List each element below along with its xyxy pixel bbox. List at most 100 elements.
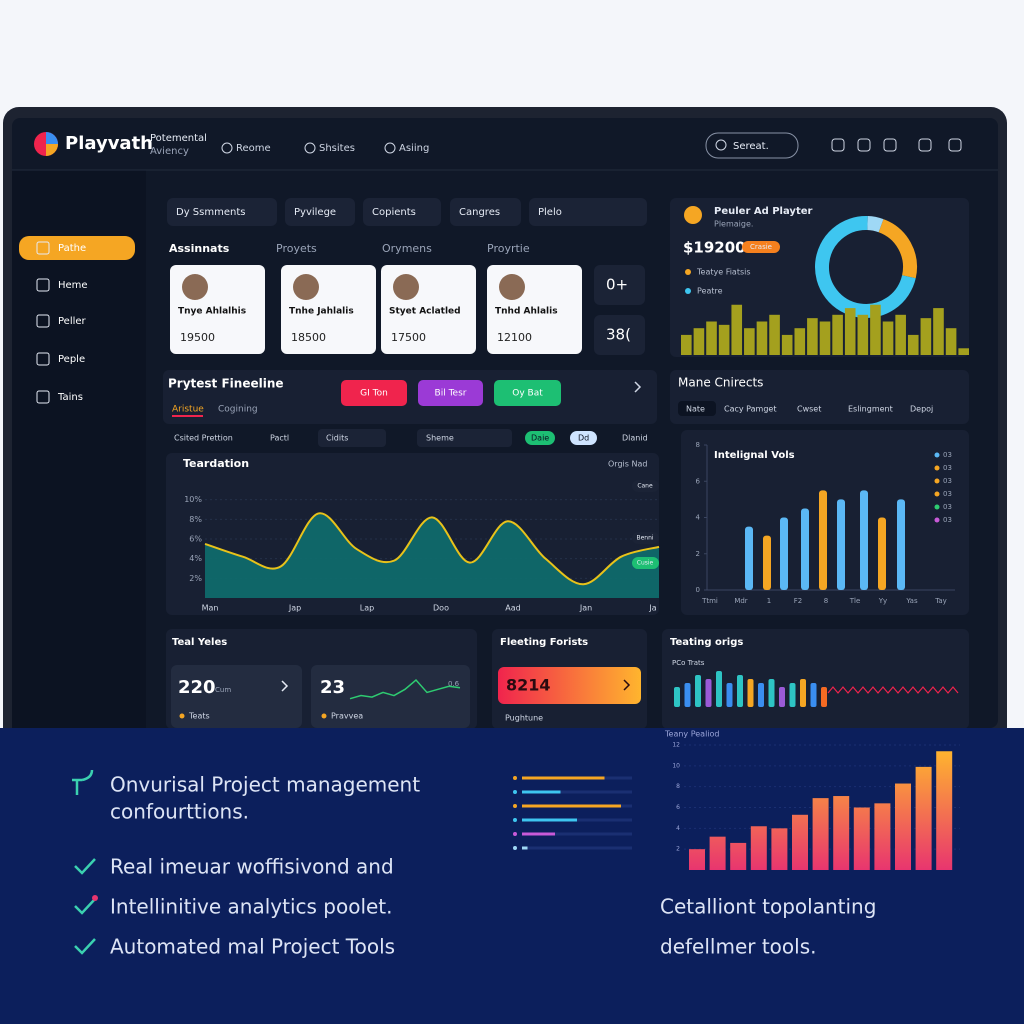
bar xyxy=(933,308,944,355)
stat-note: Teats xyxy=(188,712,210,721)
nav-item[interactable]: Asiing xyxy=(399,143,429,154)
sidebar-item[interactable]: Heme xyxy=(58,280,88,291)
person-name: Styet Aclatled xyxy=(389,307,461,317)
action-button[interactable] xyxy=(494,380,561,406)
toolbar-icon[interactable] xyxy=(918,138,932,152)
highlight-card[interactable] xyxy=(498,667,641,704)
feature-text: Real imeuar woffisivond and xyxy=(110,855,394,879)
stat-card xyxy=(311,665,470,728)
y-tick-label: 12 xyxy=(672,742,680,749)
filter-box[interactable] xyxy=(450,198,521,226)
toolbar-icon[interactable] xyxy=(857,138,871,152)
bar xyxy=(812,798,829,870)
dot xyxy=(179,713,185,719)
filter-label[interactable]: Dlanid xyxy=(622,434,648,443)
x-tick-label: Yy xyxy=(878,597,887,605)
nav-item[interactable]: Shsites xyxy=(319,143,355,154)
nav-icon xyxy=(304,142,316,154)
toolbar-icon[interactable] xyxy=(948,138,962,152)
tag xyxy=(632,532,659,544)
filter-label[interactable]: Cidits xyxy=(326,434,348,443)
bar xyxy=(768,679,775,707)
filter-label[interactable]: Daie xyxy=(531,434,549,443)
person-name: Tnhe Jahlalis xyxy=(289,307,354,317)
panel-title: Teal Yeles xyxy=(172,637,227,648)
legend-label: Teatye Fiatsis xyxy=(696,268,751,277)
person-amount: 12100 xyxy=(497,331,532,344)
sidebar-item[interactable]: Peple xyxy=(58,354,85,365)
filter-box[interactable] xyxy=(285,198,355,226)
bar xyxy=(821,687,827,707)
filter-box[interactable] xyxy=(167,198,277,226)
panel-title: Mane Cnirects xyxy=(678,376,763,390)
bar xyxy=(837,499,845,590)
x-tick-label: 1 xyxy=(767,597,771,605)
bar xyxy=(781,334,793,355)
panel-subtitle: PCo Trats xyxy=(672,659,705,667)
sidebar-icon xyxy=(36,352,50,366)
tab[interactable]: Eslingment xyxy=(848,405,893,414)
search-box[interactable] xyxy=(705,132,799,159)
bar xyxy=(684,683,691,707)
panel-subtitle: Plemaige. xyxy=(714,220,753,229)
legend-label: 03 xyxy=(943,503,952,511)
nav-item[interactable]: Reome xyxy=(236,143,271,154)
filter-label[interactable]: Dd xyxy=(578,434,589,443)
filter-box[interactable] xyxy=(529,198,647,226)
legend-label: Orgis Nad xyxy=(608,460,647,469)
stat-value: 8214 xyxy=(506,676,551,695)
sidebar-item[interactable]: Pathe xyxy=(58,243,86,254)
chart-title: Teardation xyxy=(183,457,249,470)
tab[interactable]: Cacy Pamget xyxy=(724,405,776,414)
legend-label: 03 xyxy=(943,477,952,485)
tag xyxy=(632,480,659,492)
bar xyxy=(860,490,868,590)
y-tick-label: 2% xyxy=(189,574,202,583)
bar xyxy=(807,318,818,355)
toolbar-icon[interactable] xyxy=(883,138,897,152)
bar xyxy=(744,328,755,355)
sidebar-item[interactable]: Peller xyxy=(58,316,87,327)
bar xyxy=(756,321,768,355)
brand-tagline: Aviency xyxy=(150,146,189,157)
tab[interactable]: Nate xyxy=(686,405,705,414)
action-button[interactable] xyxy=(341,380,407,406)
bar xyxy=(726,683,733,707)
filter-label[interactable]: Csited Prettion xyxy=(174,434,233,443)
person-amount: 19500 xyxy=(180,331,215,344)
filter-label[interactable]: Sheme xyxy=(426,434,454,443)
toolbar-icon[interactable] xyxy=(831,138,845,152)
tab[interactable]: Cwset xyxy=(797,405,821,414)
brand-tagline: Potemental xyxy=(150,133,207,144)
tag-label: Benni xyxy=(636,535,653,542)
bar xyxy=(907,334,919,355)
bar xyxy=(870,304,881,355)
filter-label[interactable]: Pactl xyxy=(270,434,289,443)
bar xyxy=(844,308,856,355)
sidebar-item[interactable]: Tains xyxy=(57,392,83,403)
bar xyxy=(801,508,809,590)
bar xyxy=(819,321,831,355)
sparkline xyxy=(349,678,461,700)
stat-box xyxy=(594,265,645,305)
stat-note: Pravvea xyxy=(331,712,363,721)
nav-icon xyxy=(384,142,396,154)
search-icon xyxy=(715,139,727,151)
donut-slice xyxy=(867,216,884,233)
y-tick-label: 4 xyxy=(696,514,701,522)
brand-name: Playvath xyxy=(65,133,153,154)
y-tick-label: 6 xyxy=(696,477,701,485)
action-button[interactable] xyxy=(418,380,483,406)
bar xyxy=(789,683,796,707)
y-tick-label: 8 xyxy=(676,783,680,790)
bar xyxy=(800,679,806,707)
stat-value: 220 xyxy=(178,677,216,698)
tab[interactable]: Depoj xyxy=(910,405,933,414)
sidebar-icon xyxy=(36,390,50,404)
panel-title: Teating origs xyxy=(670,637,743,648)
bar xyxy=(810,683,817,707)
filter-box[interactable] xyxy=(363,198,441,226)
panel-title: Prytest Fineeline xyxy=(168,377,284,391)
chart-title: Teany Pealiod xyxy=(664,730,719,739)
